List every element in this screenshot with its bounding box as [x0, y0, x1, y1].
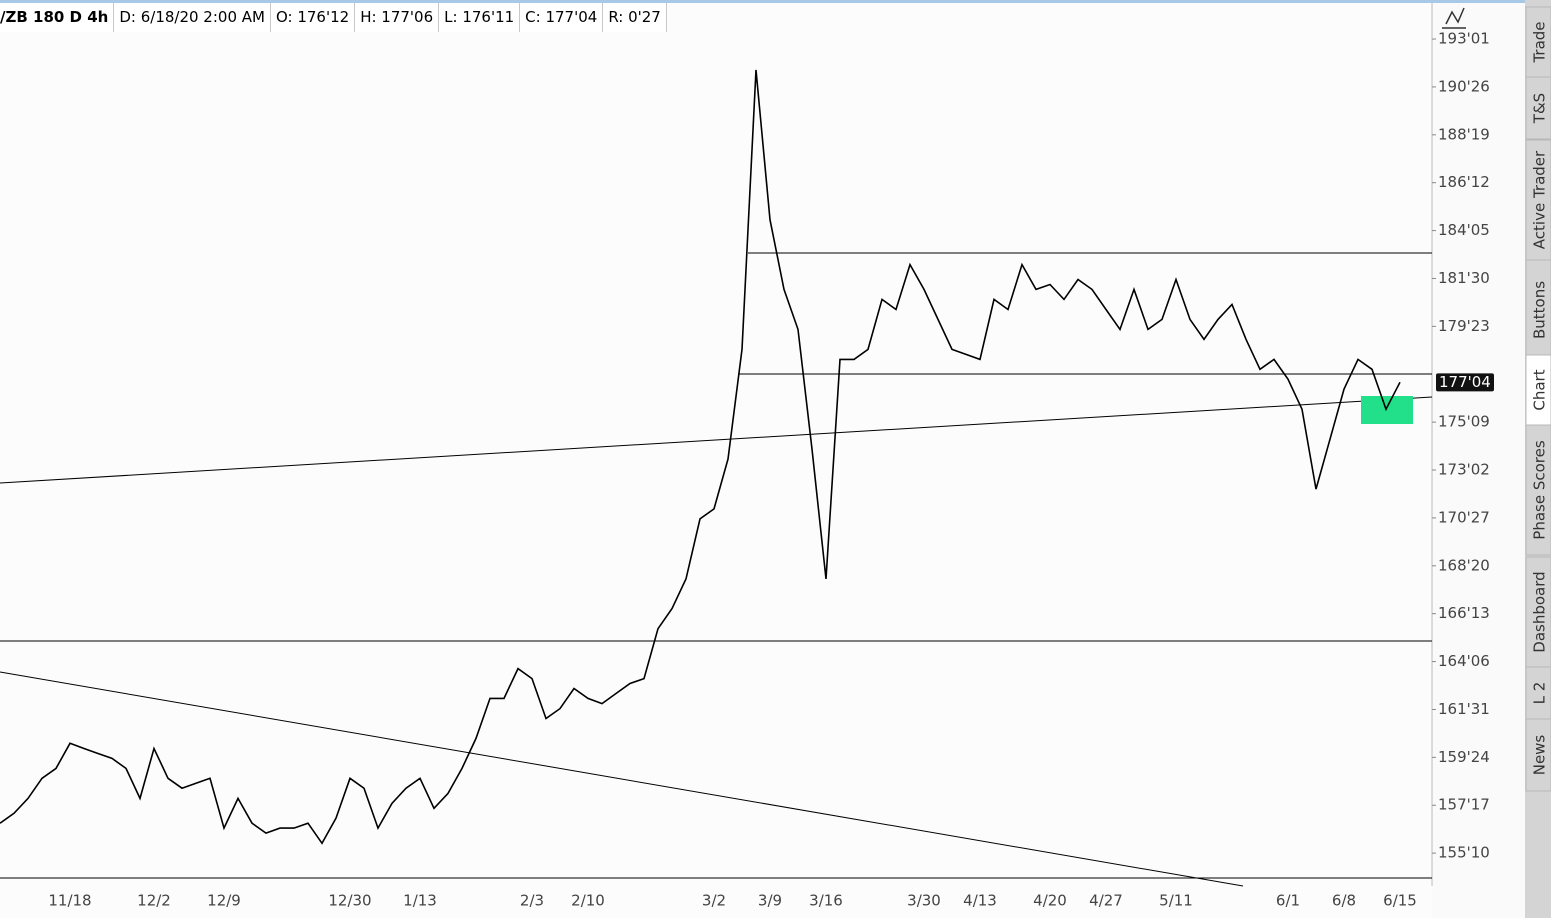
x-tick-label: 12/30	[328, 892, 371, 910]
x-tick-label: 6/1	[1276, 892, 1300, 910]
toolbar-field: D: 6/18/20 2:00 AM	[114, 3, 271, 32]
x-tick-label: 2/10	[571, 892, 605, 910]
sidebar-tabs: Trade T&S Active Trader Buttons Chart Phase S…	[1525, 6, 1551, 792]
trendline	[0, 396, 1433, 484]
side-tab[interactable]	[1525, 718, 1551, 792]
x-tick-label: 4/13	[963, 892, 997, 910]
side-tab[interactable]	[1525, 424, 1551, 556]
y-tick-label: 193'01	[1438, 30, 1490, 48]
x-tick-label: 3/16	[809, 892, 843, 910]
side-tab-label[interactable]: T&S	[1531, 93, 1549, 124]
x-tick-label: 12/9	[207, 892, 241, 910]
x-tick-label: 6/15	[1383, 892, 1417, 910]
toolbar-field: O: 176'12	[270, 3, 356, 32]
x-tick-label: 6/8	[1332, 892, 1356, 910]
y-tick-label: 184'05	[1438, 221, 1490, 239]
y-tick-label: 168'20	[1438, 556, 1490, 574]
y-tick-label: 190'26	[1438, 77, 1490, 95]
last-price-box	[1436, 373, 1494, 392]
side-tab-label[interactable]: Buttons	[1531, 281, 1549, 339]
x-tick-label: 5/11	[1159, 892, 1193, 910]
side-tab[interactable]	[1525, 556, 1551, 668]
y-tick-label: 164'06	[1438, 652, 1490, 670]
toolbar-field: H: 177'06	[355, 3, 440, 32]
side-tab-label[interactable]: News	[1531, 735, 1549, 776]
x-tick-label: 12/2	[137, 892, 171, 910]
y-tick-label: 179'23	[1438, 317, 1490, 335]
y-tick-label: 175'09	[1438, 413, 1490, 431]
side-tab-label[interactable]: Dashboard	[1531, 571, 1549, 652]
x-tick-label: 4/27	[1089, 892, 1123, 910]
y-tick-label: 188'19	[1438, 125, 1490, 143]
toolbar-field: L: 176'11	[439, 3, 521, 32]
x-tick-label: 4/20	[1033, 892, 1067, 910]
y-tick-label: 173'02	[1438, 461, 1490, 479]
x-tick-label: 2/3	[520, 892, 544, 910]
top-border	[0, 0, 1525, 3]
y-tick-label: 159'24	[1438, 748, 1490, 766]
side-tab[interactable]	[1525, 76, 1551, 140]
side-tab[interactable]	[1525, 139, 1551, 261]
y-tick-label: 170'27	[1438, 508, 1490, 526]
plot-area	[0, 69, 1433, 887]
y-tick-label: 186'12	[1438, 173, 1490, 191]
last-price-label: 177'04	[1439, 373, 1491, 391]
y-tick-label: 161'31	[1438, 700, 1490, 718]
x-tick-label: 3/30	[907, 892, 941, 910]
highlight-box	[1361, 396, 1413, 424]
y-tick-label: 181'30	[1438, 269, 1490, 287]
side-tab[interactable]	[1525, 666, 1551, 720]
toolbar-field: R: 0'27	[603, 3, 667, 32]
x-tick-label: 3/2	[702, 892, 726, 910]
x-tick-label: 3/9	[758, 892, 782, 910]
side-tab-label[interactable]: Trade	[1531, 21, 1549, 63]
side-tab-label[interactable]: Active Trader	[1531, 150, 1549, 249]
y-tick-label: 155'10	[1438, 844, 1490, 862]
side-tab-label[interactable]: Chart	[1531, 369, 1549, 410]
side-tab[interactable]	[1525, 354, 1551, 426]
toolbar-field: /ZB 180 D 4h	[0, 3, 115, 32]
y-tick-label: 157'17	[1438, 796, 1490, 814]
toolbar: /ZB 180 D 4h D: 6/18/20 2:00 AM O: 176'12 H…	[0, 3, 667, 32]
price-axis	[1432, 3, 1525, 918]
trendline	[0, 671, 1244, 887]
toolbar-field: C: 177'04	[520, 3, 604, 32]
price-line	[0, 69, 1401, 845]
side-tab-label[interactable]: L 2	[1531, 682, 1549, 705]
chart-icon[interactable]	[1442, 7, 1466, 29]
x-tick-label: 1/13	[403, 892, 437, 910]
side-tab-label[interactable]: Phase Scores	[1531, 440, 1549, 540]
x-tick-label: 11/18	[48, 892, 91, 910]
y-tick-label: 166'13	[1438, 604, 1490, 622]
